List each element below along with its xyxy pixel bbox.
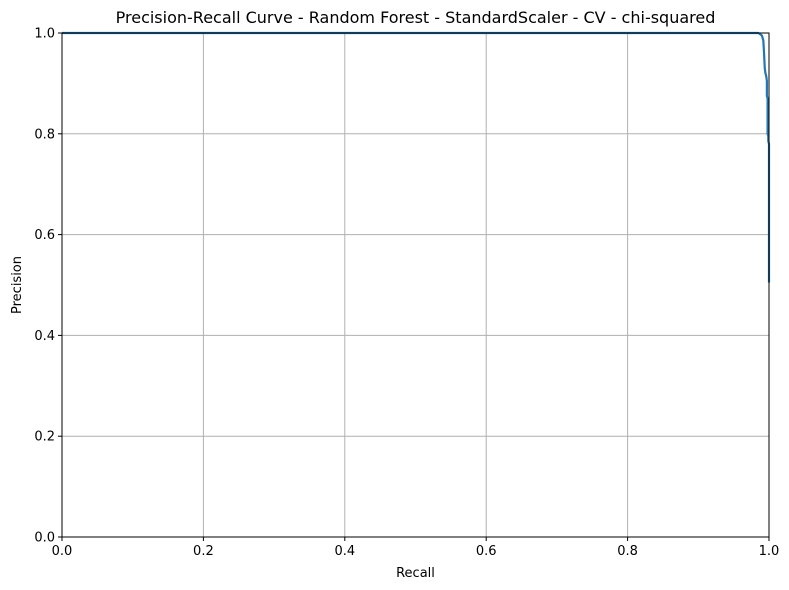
x-tick-label: 1.0 [759,544,780,559]
y-tick-label: 1.0 [34,27,55,42]
grid-layer [61,32,770,538]
x-tick-label: 0.0 [52,544,73,559]
y-tick-label: 0.6 [34,228,55,243]
y-tick-label: 0.0 [34,531,55,546]
y-axis-label: Precision [10,256,25,314]
x-tick-label: 0.6 [476,544,497,559]
plot-frame [61,32,770,538]
y-tick-label: 0.8 [34,127,55,142]
x-tick-label: 0.4 [334,544,355,559]
tick-layer: 0.0 0.2 0.4 0.6 0.8 1.0 0.0 0.2 0.4 0.6 0.8 1.0 [34,27,779,560]
x-axis-label: Recall [396,566,435,581]
pr-curve-line [62,31,771,283]
chart-title: Precision-Recall Curve - Random Forest -… [116,8,716,27]
y-tick-label: 0.2 [34,430,55,445]
y-tick-label: 0.4 [34,329,55,344]
x-tick-label: 0.8 [617,544,638,559]
line-layer [62,31,771,283]
x-tick-label: 0.2 [193,544,214,559]
